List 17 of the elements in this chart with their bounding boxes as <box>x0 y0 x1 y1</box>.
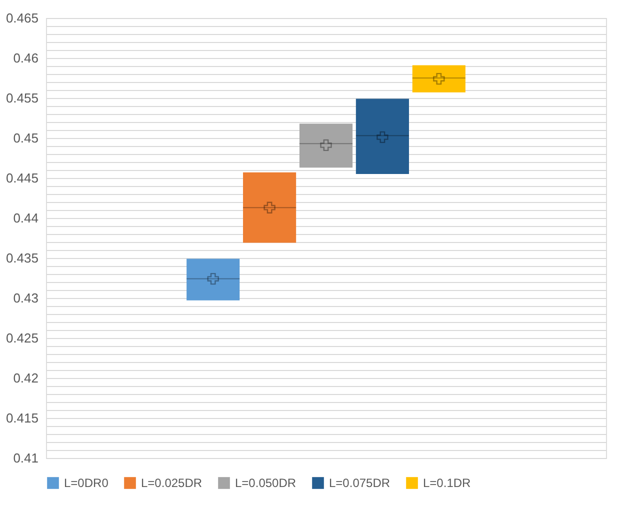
legend-label: L=0.025DR <box>141 476 202 490</box>
y-tick-label: 0.43 <box>13 290 38 306</box>
y-tick-label: 0.465 <box>6 10 38 26</box>
legend-label: L=0.1DR <box>423 476 472 490</box>
y-tick-label: 0.435 <box>6 250 38 266</box>
y-tick-label: 0.445 <box>6 170 38 186</box>
y-tick-label: 0.42 <box>13 370 38 386</box>
y-tick-label: 0.45 <box>13 130 38 146</box>
y-tick-label: 0.41 <box>13 450 38 466</box>
y-tick-label: 0.44 <box>13 210 38 226</box>
y-tick-label: 0.46 <box>13 50 38 66</box>
legend-label: L=0.050DR <box>235 476 296 490</box>
legend-label: L=0.075DR <box>329 476 390 490</box>
y-tick-label: 0.455 <box>6 90 38 106</box>
legend-label: L=0DR0 <box>64 476 109 490</box>
y-tick-label: 0.415 <box>6 410 38 426</box>
y-tick-label: 0.425 <box>6 330 38 346</box>
